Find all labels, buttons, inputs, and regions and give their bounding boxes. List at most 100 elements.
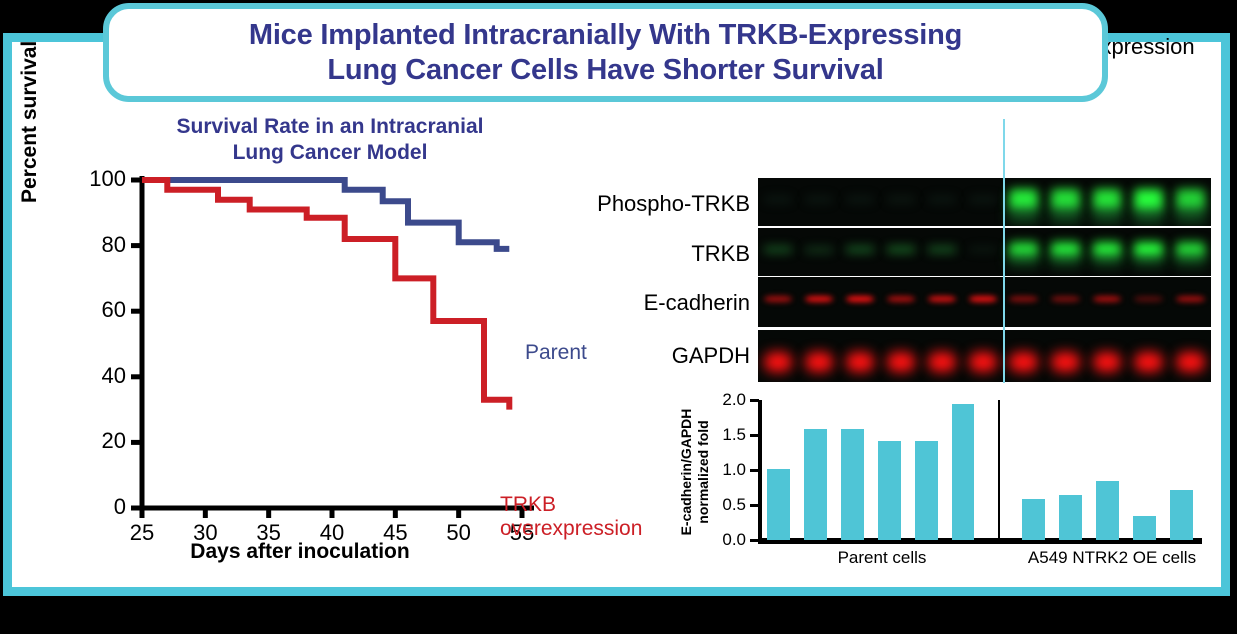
bar-parent-4: [877, 441, 901, 540]
blot-band-halo: [1133, 207, 1164, 224]
survival-y-tick: 20: [101, 428, 126, 454]
blot-lane-oe-4: [1132, 277, 1166, 327]
survival-chart-title: Survival Rate in an Intracranial Lung Ca…: [70, 114, 590, 166]
blot-band: [1092, 242, 1122, 257]
blot-lane-oe-1: [1007, 330, 1041, 382]
blot-band: [846, 296, 875, 302]
survival-legend-trkb-line2: overexpression: [500, 517, 643, 540]
blot-row-label-phospho-trkb: Phospho-TRKB: [597, 191, 750, 216]
blot-lane-oe-5: [1173, 330, 1207, 382]
blot-band: [1051, 242, 1080, 257]
blot-row-label-e-cadherin: E-cadherin: [643, 290, 750, 315]
blot-lane-parent-6: [966, 228, 999, 276]
blot-lane-parent-4: [884, 330, 917, 382]
blot-band-halo: [1050, 254, 1081, 266]
figure-title-banner: Mice Implanted Intracranially With TRKB-…: [103, 3, 1108, 102]
bar-oe-10: [1133, 515, 1157, 540]
bar-y-tick-mark: [750, 399, 759, 402]
blot-lane-oe-4: [1132, 228, 1166, 276]
blot-lane-parent-4: [884, 277, 917, 327]
survival-curve-parent: [142, 177, 510, 252]
blot-lane-oe-4: [1132, 178, 1166, 226]
blot-lane-parent-6: [966, 330, 999, 382]
blot-band: [927, 246, 956, 253]
blot-band: [1134, 296, 1163, 302]
survival-legend-trkb-line1: TRKB: [500, 493, 557, 516]
blot-band: [927, 195, 956, 204]
blot-band: [1092, 352, 1122, 373]
blot-lane-parent-1: [762, 178, 795, 226]
blot-band: [1051, 296, 1080, 302]
blot-row-label-trkb: TRKB: [691, 241, 750, 266]
blot-band-halo: [1091, 254, 1123, 266]
blot-lane-parent-5: [925, 178, 958, 226]
blot-band: [968, 352, 997, 373]
bar-x-axis-line: [758, 538, 1202, 544]
survival-legend-trkb: TRKB overexpression: [500, 493, 642, 541]
bar-y-axis-label: E-cadherin/GAPDH normalized fold: [678, 402, 712, 542]
bar-plot-area: [760, 400, 1200, 540]
bar-y-tick-label: 1.0: [722, 460, 746, 479]
blot-band: [886, 195, 915, 204]
blot-lane-oe-2: [1048, 330, 1082, 382]
blot-lane-parent-5: [925, 330, 958, 382]
survival-chart-panel: Survival Rate in an Intracranial Lung Ca…: [18, 41, 642, 578]
blot-band-halo: [1174, 254, 1206, 266]
blot-band: [1175, 352, 1205, 373]
ecadherin-bar-chart-panel: E-cadherin/GAPDH normalized fold 0.0 0.5 1…: [672, 390, 1220, 582]
blot-band: [1175, 189, 1205, 211]
blot-group-divider: [1003, 119, 1005, 383]
survival-y-tick: 0: [113, 494, 126, 519]
bar-y-tick-label: 0.0: [722, 530, 746, 549]
blot-lane-parent-1: [762, 330, 795, 382]
blot-lane-oe-3: [1090, 178, 1124, 226]
survival-x-tick: 45: [383, 520, 408, 545]
bar-y-tick-mark: [750, 434, 759, 437]
bar-y-tick-mark: [750, 504, 759, 507]
bar-oe-7: [1022, 498, 1046, 540]
blot-panel-trkb: [758, 228, 1211, 276]
blot-band: [968, 296, 997, 302]
blot-lane-oe-1: [1007, 178, 1041, 226]
blot-lane-parent-2: [803, 330, 836, 382]
blot-lane-oe-1: [1007, 228, 1041, 276]
blot-lane-oe-1: [1007, 277, 1041, 327]
blot-panel-e-cadherin: [758, 277, 1211, 327]
blot-band: [764, 352, 793, 373]
figure-title-line2: Lung Cancer Cells Have Shorter Survival: [327, 53, 884, 86]
blot-panel-gapdh: [758, 330, 1211, 382]
blot-band-halo: [1091, 207, 1123, 224]
blot-lane-parent-5: [925, 228, 958, 276]
bar-y-tick-label: 2.0: [722, 390, 746, 409]
bar-parent-2: [803, 429, 827, 540]
blot-band: [927, 352, 956, 373]
blot-lane-oe-4: [1132, 330, 1166, 382]
blot-lane-parent-4: [884, 178, 917, 226]
blot-lane-parent-2: [803, 228, 836, 276]
blot-band: [846, 195, 875, 204]
blot-panel-phospho-trkb: [758, 178, 1211, 226]
blot-lane-parent-2: [803, 178, 836, 226]
bar-group-label-parent: Parent cells: [837, 548, 927, 567]
survival-legend-parent: Parent: [525, 341, 587, 364]
bar-y-tick-label: 1.5: [722, 425, 746, 444]
blot-lane-oe-3: [1090, 228, 1124, 276]
blot-lane-parent-1: [762, 228, 795, 276]
survival-curve-trkb: [142, 177, 513, 410]
blot-band: [1009, 296, 1039, 302]
blot-band: [886, 296, 915, 302]
bar-group-label-oe: A549 NTRK2 OE cells: [1027, 548, 1197, 567]
blot-band: [805, 296, 834, 302]
blot-row-label-gapdh: GAPDH: [671, 343, 750, 368]
blot-band: [1051, 188, 1080, 211]
blot-lane-oe-2: [1048, 277, 1082, 327]
blot-band: [846, 352, 875, 373]
blot-band: [764, 246, 793, 253]
blot-band: [1175, 296, 1205, 302]
blot-lane-oe-5: [1173, 228, 1207, 276]
bar-parent-3: [840, 429, 864, 540]
blot-lane-parent-3: [843, 277, 876, 327]
survival-title-line2: Lung Cancer Model: [232, 141, 428, 164]
blot-lane-parent-3: [843, 330, 876, 382]
